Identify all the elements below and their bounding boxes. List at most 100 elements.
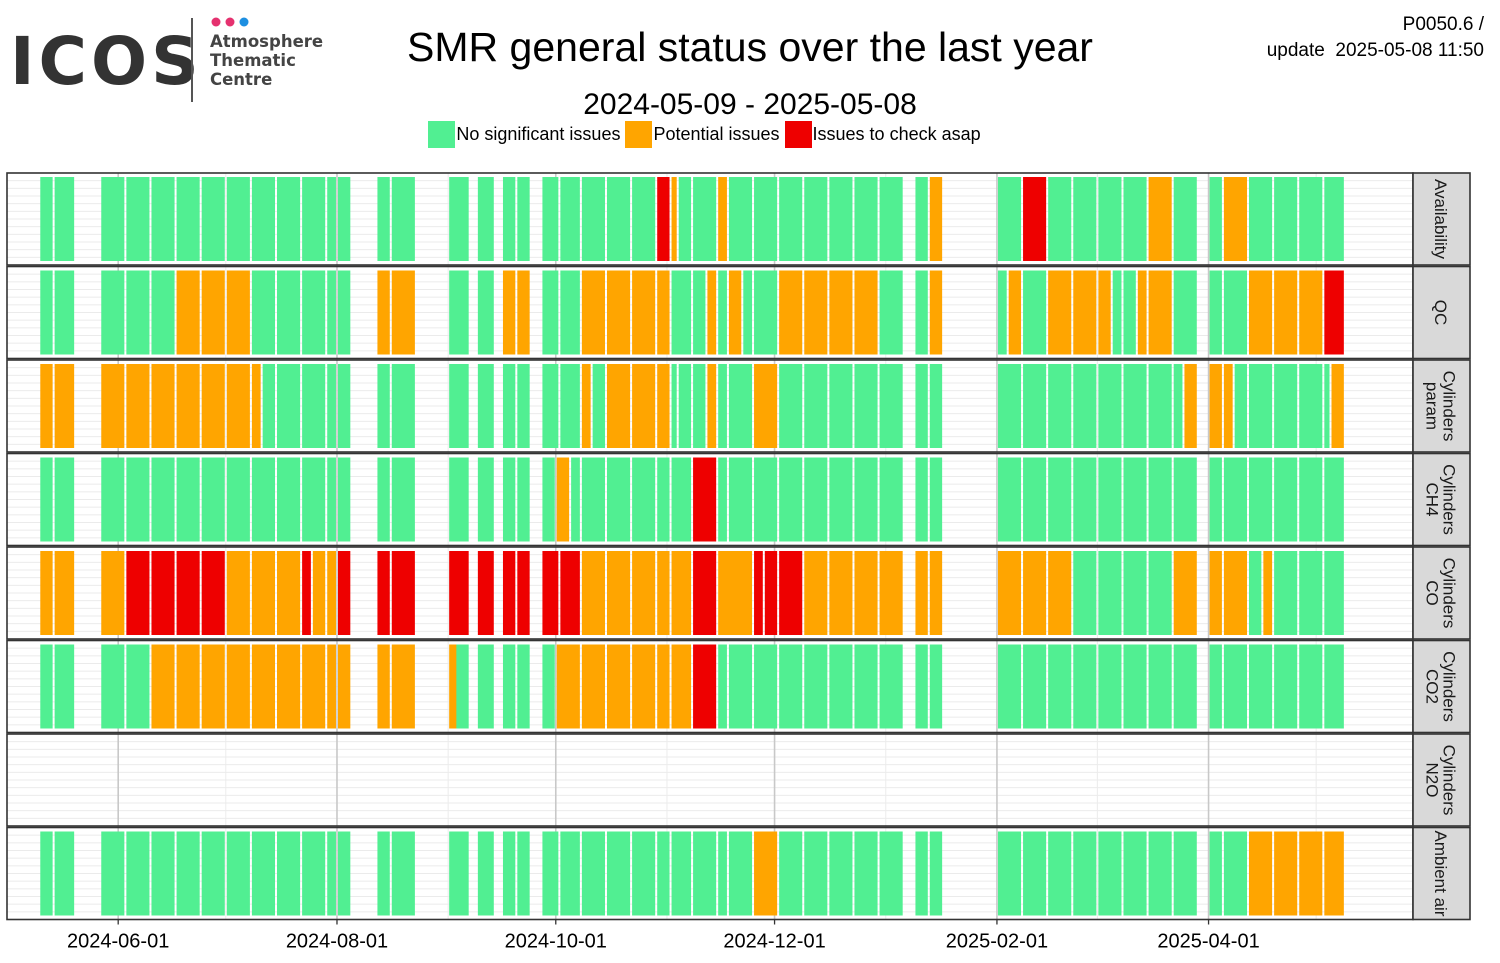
status-cell — [201, 551, 225, 635]
status-cell — [915, 177, 928, 261]
status-cell — [779, 177, 803, 261]
status-cell — [251, 364, 261, 448]
row-label: CylindersCH4 — [1423, 464, 1459, 535]
status-cell — [854, 270, 878, 355]
status-cell — [1112, 270, 1122, 355]
status-cell — [997, 551, 1022, 635]
status-cell — [657, 364, 670, 448]
status-cell — [854, 644, 878, 729]
status-cell — [327, 644, 336, 729]
status-cell — [201, 270, 225, 355]
status-cell — [502, 644, 516, 729]
status-cell — [581, 831, 605, 916]
status-cell — [632, 551, 656, 635]
status-cell — [1023, 364, 1047, 448]
status-cell — [126, 364, 150, 448]
status-cell — [743, 270, 753, 355]
icos-logo: ICOS Atmosphere Thematic Centre — [10, 12, 330, 107]
row-label-strip — [1412, 172, 1471, 266]
status-cell — [40, 457, 53, 542]
status-cell — [337, 551, 351, 635]
status-cell — [728, 457, 753, 542]
status-cell — [915, 551, 928, 635]
logo-dot-1 — [211, 17, 221, 27]
status-cell — [1209, 831, 1222, 916]
status-cell — [40, 551, 53, 635]
status-cell — [1073, 457, 1097, 542]
status-cell — [517, 644, 530, 729]
status-cell — [829, 177, 853, 261]
status-cell — [718, 644, 727, 729]
status-cell — [779, 644, 803, 729]
status-cell — [1148, 364, 1172, 448]
status-cell — [560, 831, 580, 916]
status-cell — [929, 551, 943, 635]
status-cell — [1223, 364, 1233, 448]
status-cell — [1023, 177, 1047, 261]
status-cell — [571, 457, 580, 542]
status-cell — [1048, 270, 1072, 355]
status-cell — [1324, 270, 1344, 355]
row-label-strip — [1412, 359, 1471, 453]
status-cell — [327, 364, 336, 448]
status-cell — [391, 177, 415, 261]
status-cell — [1073, 831, 1097, 916]
status-cell — [1324, 644, 1344, 729]
status-cell — [1324, 457, 1344, 542]
status-cell — [657, 177, 670, 261]
status-cell — [251, 177, 276, 261]
status-cell — [327, 457, 336, 542]
status-cell — [1148, 551, 1172, 635]
status-cell — [391, 831, 415, 916]
status-cell — [1098, 177, 1122, 261]
status-cell — [1299, 457, 1323, 542]
status-cell — [126, 177, 150, 261]
legend-label: Potential issues — [653, 124, 780, 144]
row-label-line: Cylinders — [1440, 464, 1459, 535]
status-cell — [1299, 270, 1323, 355]
status-cell — [151, 457, 175, 542]
status-cell — [606, 364, 631, 448]
status-cell — [678, 364, 692, 448]
status-cell — [560, 177, 580, 261]
status-cell — [929, 644, 943, 729]
status-cell — [671, 644, 692, 729]
row-label-line: N2O — [1423, 763, 1442, 798]
status-cell — [176, 551, 200, 635]
status-cell — [854, 177, 878, 261]
status-cell — [517, 457, 530, 542]
status-cell — [560, 551, 580, 635]
status-cell — [201, 177, 225, 261]
status-cell — [1123, 831, 1147, 916]
status-cell — [915, 831, 928, 916]
status-cell — [302, 457, 326, 542]
status-cell — [391, 644, 415, 729]
status-cell — [779, 270, 803, 355]
status-cell — [693, 551, 717, 635]
status-cell — [176, 177, 200, 261]
status-cell — [502, 177, 516, 261]
status-cell — [1148, 177, 1172, 261]
status-cell — [251, 457, 276, 542]
status-cell — [829, 644, 853, 729]
status-cell — [657, 644, 670, 729]
status-cell — [1123, 177, 1147, 261]
status-cell — [542, 364, 559, 448]
status-cell — [302, 270, 326, 355]
status-cell — [854, 551, 878, 635]
status-cell — [1048, 831, 1072, 916]
status-cell — [1148, 457, 1172, 542]
status-cell — [1223, 551, 1248, 635]
status-cell — [728, 177, 753, 261]
status-cell — [1137, 270, 1147, 355]
status-cell — [560, 270, 580, 355]
status-cell — [226, 457, 250, 542]
legend-label: No significant issues — [456, 124, 621, 144]
status-cell — [915, 364, 928, 448]
status-cell — [477, 644, 494, 729]
status-cell — [1098, 457, 1122, 542]
status-cell — [879, 644, 903, 729]
status-cell — [1299, 644, 1323, 729]
legend: No significant issues Potential issues Iss… — [0, 121, 1414, 148]
